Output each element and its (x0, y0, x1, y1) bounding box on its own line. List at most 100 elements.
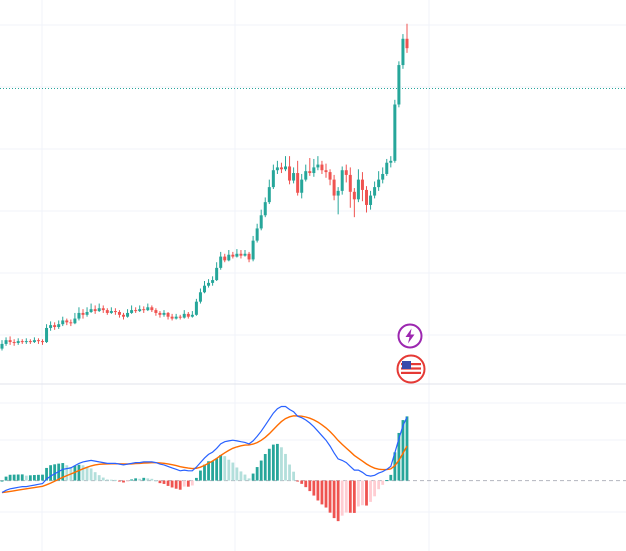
candle-body (12, 342, 16, 344)
candle-body (271, 170, 275, 188)
candle-body (279, 167, 283, 170)
macd-histogram-bar (377, 480, 381, 490)
candle-body (32, 340, 36, 343)
candle-body (215, 267, 219, 281)
macd-histogram-bar (251, 473, 255, 481)
macd-histogram-bar (154, 480, 158, 482)
macd-histogram-bar (340, 480, 344, 516)
macd-histogram-bar (122, 480, 125, 483)
macd-histogram-bar (8, 474, 12, 481)
macd-histogram-bar (105, 479, 109, 481)
candle-body (69, 322, 73, 324)
candle-body (117, 311, 121, 315)
macd-histogram-bar (41, 474, 44, 481)
macd-histogram-bar (336, 480, 340, 522)
candle-body (93, 309, 97, 312)
macd-histogram-bar (146, 478, 150, 481)
macd-histogram-bar (284, 453, 287, 481)
macd-histogram-bar (0, 480, 4, 482)
candle-body (267, 187, 271, 203)
candle-body (316, 164, 320, 168)
candle-body (45, 327, 49, 343)
candle-body (320, 164, 324, 171)
candle-body (304, 171, 308, 180)
candle-body (251, 240, 255, 260)
macd-line (1, 405, 408, 494)
macd-histogram-bar (37, 474, 40, 481)
macd-histogram-bar (320, 480, 324, 505)
macd-histogram-bar (373, 480, 376, 497)
macd-pane[interactable] (0, 405, 626, 522)
candle-body (142, 309, 146, 311)
macd-histogram-bar (296, 480, 300, 482)
macd-histogram-bar (207, 461, 210, 481)
candle-body (235, 253, 239, 257)
candle-body (231, 254, 235, 257)
macd-histogram-bar (348, 480, 352, 513)
candle-body (53, 325, 57, 328)
candle-body (41, 341, 44, 343)
candle-body (288, 166, 292, 181)
macd-histogram-bar (405, 416, 409, 481)
macd-histogram-bar (397, 432, 401, 481)
lightning-icon[interactable] (397, 323, 423, 349)
macd-histogram-bar (20, 474, 24, 481)
macd-histogram-bar (276, 443, 279, 481)
candle-body (259, 215, 263, 229)
candle-body (308, 171, 312, 174)
macd-histogram-bar (280, 447, 283, 481)
candle-body (263, 202, 267, 216)
candle-body (211, 280, 215, 283)
candle-body (126, 312, 130, 317)
macd-histogram-bar (361, 480, 364, 506)
macd-histogram-bar (97, 475, 101, 481)
candle-body (223, 256, 227, 261)
macd-histogram-bar (352, 480, 356, 513)
macd-histogram-bar (186, 480, 190, 487)
candle-body (85, 311, 89, 315)
macd-histogram-bar (328, 480, 332, 513)
candle-body (373, 187, 377, 196)
candle-body (130, 310, 134, 313)
price-pane[interactable] (0, 23, 626, 351)
macd-histogram-bar (239, 471, 243, 481)
macd-histogram-bar (16, 474, 20, 481)
candle-body (105, 310, 109, 313)
candle-body (344, 170, 348, 175)
macd-histogram-bar (369, 480, 372, 502)
macd-histogram-bar (219, 454, 223, 481)
candle-body (393, 104, 397, 161)
macd-histogram-bar (223, 456, 227, 481)
candle-body (328, 172, 332, 180)
candle-body (198, 292, 202, 302)
candle-body (405, 38, 409, 49)
candle-body (401, 38, 405, 66)
macd-histogram-bar (182, 480, 186, 487)
candle-body (81, 312, 85, 315)
candle-body (356, 179, 360, 200)
macd-histogram-bar (267, 448, 271, 481)
macd-histogram-bar (300, 480, 304, 484)
candle-body (397, 65, 401, 105)
macd-histogram-bar (61, 463, 65, 481)
us-flag-icon[interactable] (396, 354, 426, 384)
macd-histogram-bar (174, 480, 178, 489)
candle-body (194, 301, 198, 315)
macd-histogram-bar (332, 480, 336, 519)
macd-histogram-bar (65, 465, 69, 481)
candle-body (389, 160, 393, 163)
candle-body (113, 311, 117, 313)
macd-histogram-bar (85, 467, 89, 481)
candle-body (174, 316, 178, 319)
candle-body (166, 312, 170, 317)
candle-body (203, 285, 206, 293)
macd-histogram-bar (77, 464, 81, 481)
macd-histogram-bar (215, 458, 219, 481)
candle-body (348, 174, 352, 192)
candle-body (150, 307, 154, 311)
macd-histogram-bar (150, 478, 154, 481)
candle-body (360, 179, 364, 190)
